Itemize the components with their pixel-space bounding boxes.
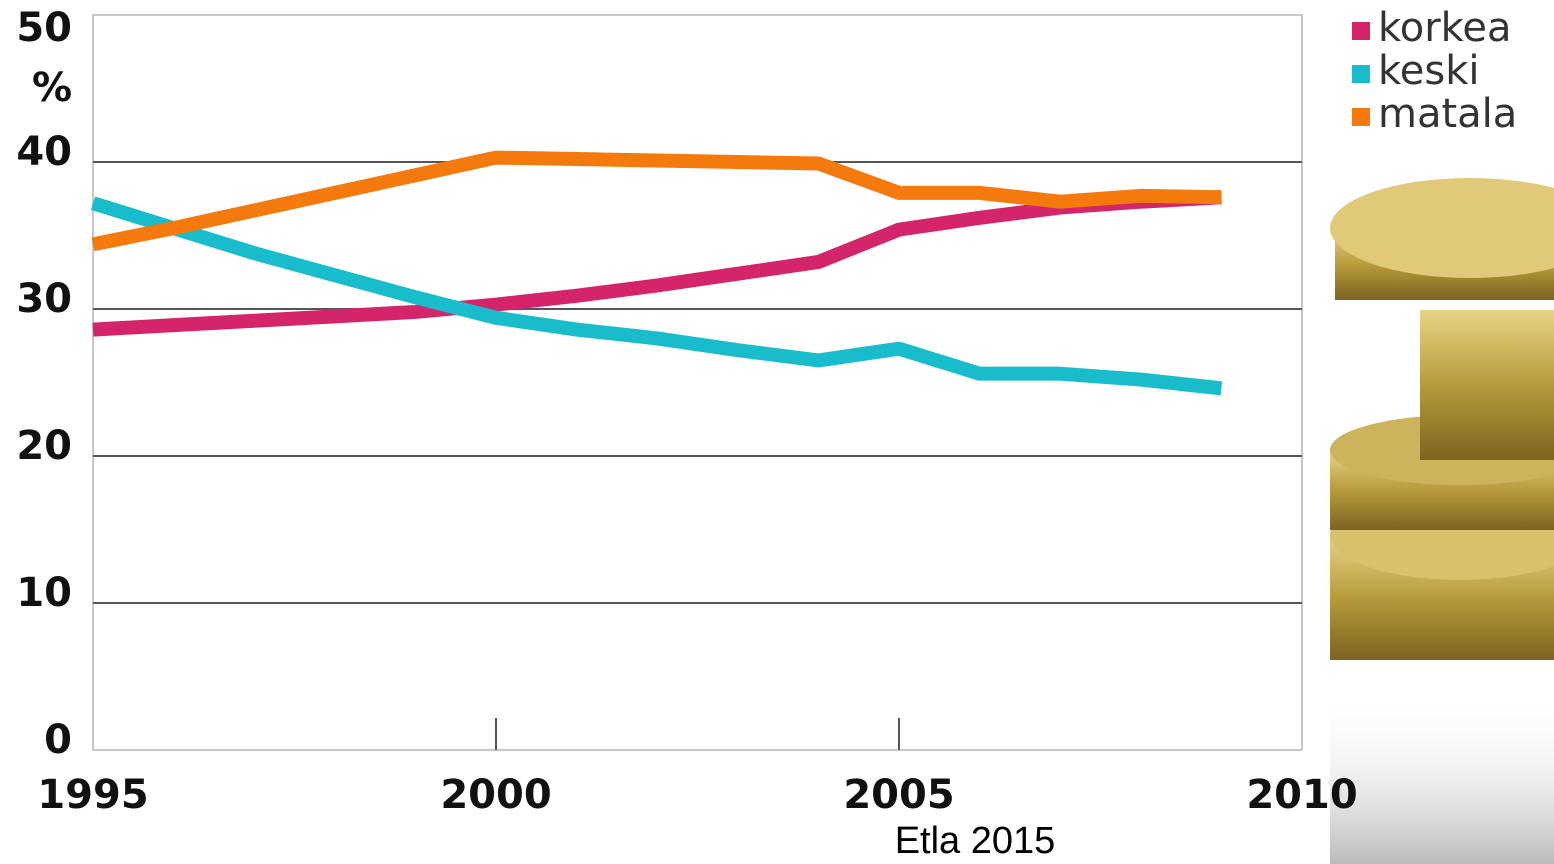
source: Etla 2015 [895, 820, 1056, 862]
y-tick-label: 10 [16, 570, 72, 616]
plot-frame [92, 14, 1303, 751]
y-tick-label: 30 [16, 276, 72, 322]
y-tick-label: 40 [16, 129, 72, 175]
y-tick-label: 50 [16, 5, 72, 51]
y-tick-label: 20 [16, 423, 72, 469]
legend-swatch [1352, 108, 1370, 126]
legend-swatch [1352, 65, 1370, 83]
y-unit: % [32, 65, 72, 111]
line-series [90, 196, 1223, 396]
line-series [91, 150, 1222, 252]
x-tick-label: 2005 [843, 772, 954, 818]
x-tick-label: 2010 [1246, 772, 1357, 818]
legend-label: keski [1378, 48, 1479, 94]
x-tick-label: 1995 [37, 772, 148, 818]
coins-decoration [1330, 178, 1554, 864]
legend-swatch [1352, 22, 1370, 40]
x-tick-label: 2000 [440, 772, 551, 818]
line-series [92, 190, 1222, 337]
legend-label: matala [1378, 91, 1517, 137]
y-tick-label: 0 [44, 717, 72, 763]
legend-label: korkea [1378, 5, 1512, 51]
